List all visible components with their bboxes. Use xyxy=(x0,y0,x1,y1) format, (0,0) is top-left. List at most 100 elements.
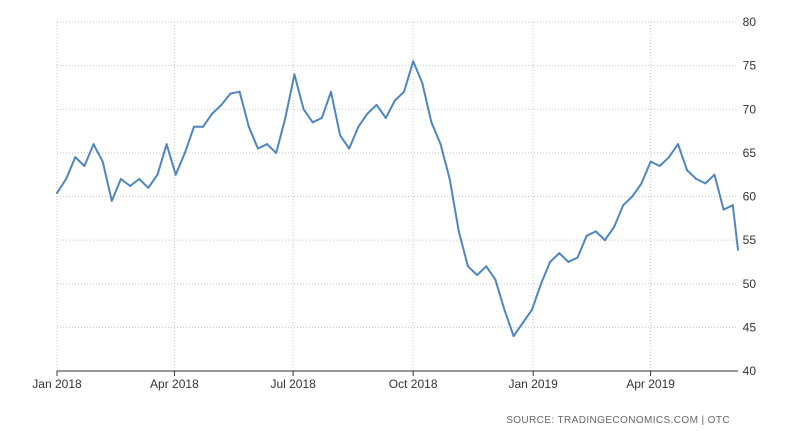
data-point xyxy=(92,143,95,146)
data-point xyxy=(366,112,369,115)
data-point xyxy=(65,178,68,181)
x-tick-label: Apr 2018 xyxy=(150,377,199,391)
data-point xyxy=(284,116,287,119)
data-point xyxy=(119,178,122,181)
y-tick-label: 75 xyxy=(743,59,757,73)
y-tick-label: 40 xyxy=(743,364,757,378)
data-point xyxy=(640,182,643,185)
data-point xyxy=(737,248,739,251)
data-point xyxy=(585,234,588,237)
data-point xyxy=(713,173,716,176)
data-point xyxy=(412,60,415,63)
source-note: SOURCE: TRADINGECONOMICS.COM | OTC xyxy=(506,415,730,426)
data-point xyxy=(202,125,205,128)
data-point xyxy=(339,134,342,137)
y-tick-label: 60 xyxy=(743,190,757,204)
data-point xyxy=(311,121,314,124)
data-point xyxy=(101,160,104,163)
data-point xyxy=(83,164,86,167)
data-point xyxy=(686,169,689,172)
data-point xyxy=(549,260,552,263)
data-point xyxy=(138,178,141,181)
data-point xyxy=(494,278,497,281)
y-tick-label: 55 xyxy=(743,233,757,247)
data-point xyxy=(603,239,606,242)
y-tick-label: 50 xyxy=(743,277,757,291)
data-point xyxy=(558,252,561,255)
data-point xyxy=(448,178,451,181)
data-point xyxy=(631,195,634,198)
x-tick-label: Jan 2019 xyxy=(508,377,558,391)
data-point xyxy=(540,282,543,285)
data-point xyxy=(731,204,734,207)
data-point xyxy=(466,265,469,268)
data-point xyxy=(229,92,232,95)
data-point xyxy=(384,116,387,119)
data-point xyxy=(56,192,58,195)
data-point xyxy=(622,204,625,207)
data-point xyxy=(147,186,150,189)
data-point xyxy=(375,103,378,106)
data-point xyxy=(521,322,524,325)
data-point xyxy=(220,103,223,106)
data-point xyxy=(74,156,77,159)
data-point xyxy=(613,226,616,229)
data-point xyxy=(476,274,479,277)
data-point xyxy=(503,308,506,311)
data-point xyxy=(165,143,168,146)
x-tick-label: Apr 2019 xyxy=(626,377,675,391)
data-point xyxy=(567,260,570,263)
data-point xyxy=(403,90,406,93)
data-point xyxy=(430,121,433,124)
data-point xyxy=(421,82,424,85)
series-layer xyxy=(56,60,739,338)
data-point xyxy=(302,108,305,111)
data-point xyxy=(695,178,698,181)
data-point xyxy=(174,173,177,176)
data-point xyxy=(658,164,661,167)
data-point xyxy=(329,90,332,93)
y-axis-labels: 40 45 50 55 60 65 70 75 80 xyxy=(743,15,757,378)
data-point xyxy=(649,160,652,163)
data-point xyxy=(485,265,488,268)
data-point xyxy=(676,143,679,146)
data-point xyxy=(576,256,579,259)
data-point xyxy=(110,199,113,202)
data-point xyxy=(320,116,323,119)
data-point xyxy=(275,151,278,154)
x-tick-label: Jul 2018 xyxy=(270,377,316,391)
data-point xyxy=(722,208,725,211)
series-line xyxy=(56,60,739,338)
data-point xyxy=(512,335,515,338)
data-point xyxy=(530,308,533,311)
data-point xyxy=(293,73,296,76)
data-point xyxy=(266,143,269,146)
data-point xyxy=(357,125,360,128)
data-point xyxy=(457,230,460,233)
x-axis-labels: Jan 2018 Apr 2018 Jul 2018 Oct 2018 Jan 2019… xyxy=(32,377,675,391)
y-tick-label: 65 xyxy=(743,146,757,160)
data-point xyxy=(238,90,241,93)
y-tick-label: 45 xyxy=(743,320,757,334)
data-point xyxy=(348,147,351,150)
data-point xyxy=(192,125,195,128)
x-axis xyxy=(56,370,738,376)
data-point xyxy=(211,112,214,115)
y-tick-label: 70 xyxy=(743,102,757,116)
data-point xyxy=(256,147,259,150)
data-point xyxy=(183,151,186,154)
data-point xyxy=(129,185,132,188)
x-tick-label: Oct 2018 xyxy=(389,377,438,391)
data-point xyxy=(247,125,250,128)
data-point xyxy=(393,99,396,102)
x-tick-label: Jan 2018 xyxy=(32,377,82,391)
data-point xyxy=(439,143,442,146)
gridlines xyxy=(56,21,738,371)
data-point xyxy=(156,173,159,176)
data-point xyxy=(667,156,670,159)
data-point xyxy=(704,182,707,185)
data-point xyxy=(594,230,597,233)
y-tick-label: 80 xyxy=(743,15,757,29)
